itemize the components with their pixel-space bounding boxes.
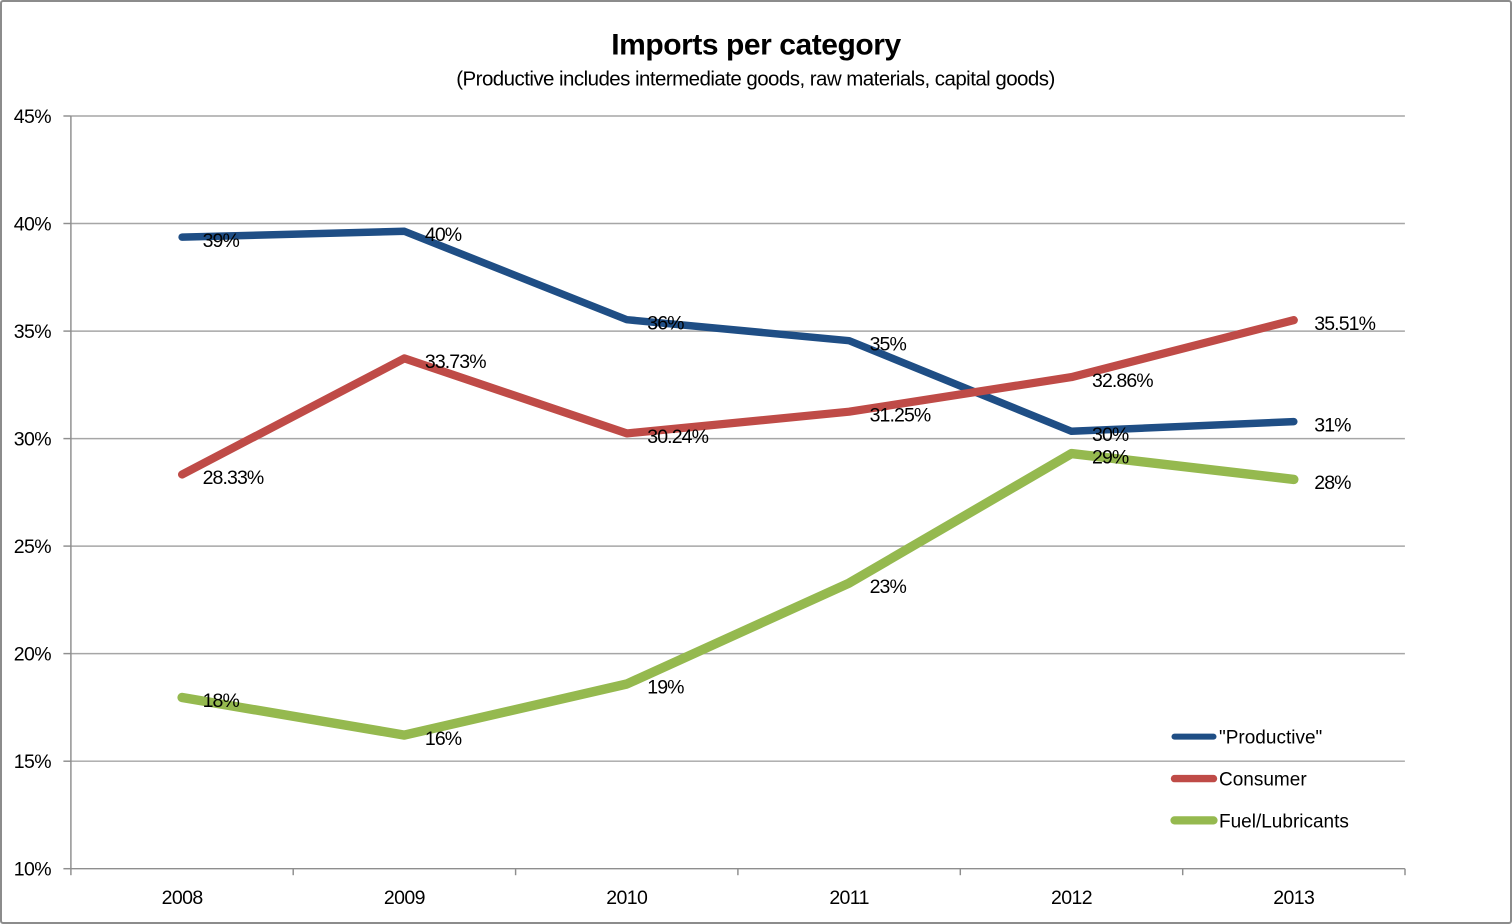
svg-text:19%: 19% [647,677,684,699]
svg-text:Fuel/Lubricants: Fuel/Lubricants [1219,811,1349,832]
svg-text:28.33%: 28.33% [203,467,264,489]
svg-text:31.25%: 31.25% [870,404,931,426]
svg-text:32.86%: 32.86% [1092,370,1153,392]
svg-text:30%: 30% [14,429,51,451]
svg-text:23%: 23% [870,576,907,598]
svg-text:28%: 28% [1314,472,1351,494]
svg-text:18%: 18% [203,690,240,712]
svg-text:40%: 40% [425,224,462,246]
svg-text:2008: 2008 [162,887,203,909]
svg-text:20%: 20% [14,644,51,666]
svg-text:Imports per category: Imports per category [611,29,901,62]
svg-text:"Productive": "Productive" [1219,728,1322,749]
svg-text:25%: 25% [14,536,51,558]
svg-text:30%: 30% [1092,424,1129,446]
svg-text:2009: 2009 [384,887,425,909]
svg-text:15%: 15% [14,751,51,773]
svg-text:33.73%: 33.73% [425,351,486,373]
svg-text:40%: 40% [14,214,51,236]
svg-text:2011: 2011 [829,887,869,909]
svg-text:16%: 16% [425,728,462,750]
svg-text:45%: 45% [14,106,51,128]
svg-text:35.51%: 35.51% [1314,313,1375,335]
svg-text:31%: 31% [1314,414,1351,436]
svg-text:30.24%: 30.24% [647,426,708,448]
svg-text:2013: 2013 [1273,887,1314,909]
svg-text:10%: 10% [14,859,51,881]
svg-text:Consumer: Consumer [1219,770,1307,791]
svg-text:39%: 39% [203,230,240,252]
svg-text:36%: 36% [647,312,684,334]
svg-text:2010: 2010 [606,887,648,909]
svg-text:35%: 35% [870,333,907,355]
svg-text:2012: 2012 [1051,887,1092,909]
svg-text:35%: 35% [14,321,51,343]
svg-text:(Productive includes intermedi: (Productive includes intermediate goods,… [456,68,1054,91]
svg-text:29%: 29% [1092,446,1129,468]
